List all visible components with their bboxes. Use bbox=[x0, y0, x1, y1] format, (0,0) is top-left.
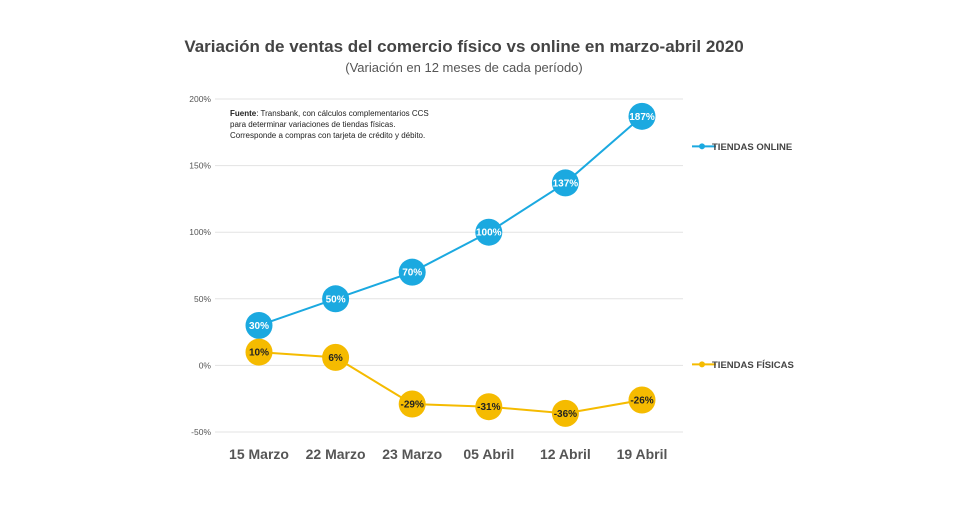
x-tick-label: 19 Abril bbox=[617, 446, 668, 462]
y-tick-label: 100% bbox=[189, 227, 211, 237]
series-line bbox=[258, 115, 643, 327]
legend-marker bbox=[699, 361, 705, 368]
y-tick-label: 200% bbox=[189, 94, 211, 104]
x-tick-label: 23 Marzo bbox=[382, 446, 442, 462]
y-tick-label: 0% bbox=[199, 360, 212, 370]
x-tick-label: 15 Marzo bbox=[229, 446, 289, 462]
x-tick-label: 05 Abril bbox=[463, 446, 514, 462]
data-point bbox=[245, 338, 273, 366]
chart-subtitle: (Variación en 12 meses de cada período) bbox=[345, 60, 583, 75]
y-tick-label: -50% bbox=[191, 427, 211, 437]
legend-label: TIENDAS FÍSICAS bbox=[712, 360, 794, 371]
series-tiendas-online: 30% 50% 70% 100% 137% 187% bbox=[245, 102, 656, 339]
data-point bbox=[475, 393, 503, 421]
legend-item: TIENDAS ONLINE bbox=[692, 142, 792, 153]
x-axis-ticks: 15 Marzo 22 Marzo 23 Marzo 05 Abril 12 Abril… bbox=[229, 446, 667, 462]
data-label: 137% bbox=[553, 178, 579, 189]
series-tiendas-fisicas: 10% 6% -29% -31% -36% -26% bbox=[245, 338, 656, 427]
x-tick-label: 22 Marzo bbox=[306, 446, 366, 462]
data-label: -36% bbox=[554, 409, 577, 420]
source-note: Fuente: Transbank, con cálculos compleme… bbox=[230, 109, 429, 140]
legend: TIENDAS ONLINE TIENDAS FÍSICAS bbox=[692, 142, 794, 371]
data-label: 70% bbox=[402, 268, 422, 279]
source-note-line-1: Fuente: Transbank, con cálculos compleme… bbox=[230, 109, 429, 118]
chart-title: Variación de ventas del comercio físico … bbox=[184, 37, 743, 56]
data-point bbox=[322, 285, 350, 313]
data-point bbox=[628, 102, 656, 130]
data-label: 100% bbox=[476, 228, 502, 239]
data-label: 187% bbox=[629, 112, 655, 123]
data-label: 30% bbox=[249, 321, 269, 332]
source-note-line-2: para determinar variaciones de tiendas f… bbox=[230, 120, 395, 129]
y-tick-label: 50% bbox=[194, 294, 211, 304]
legend-label: TIENDAS ONLINE bbox=[712, 142, 792, 153]
legend-item: TIENDAS FÍSICAS bbox=[692, 360, 794, 371]
data-label: 10% bbox=[249, 348, 269, 359]
data-point bbox=[551, 399, 579, 427]
y-axis-ticks: 200% 150% 100% 50% 0% -50% bbox=[189, 94, 211, 437]
data-label: -26% bbox=[630, 396, 653, 407]
data-point bbox=[475, 218, 503, 246]
data-label: 6% bbox=[328, 353, 343, 364]
data-label: 50% bbox=[326, 294, 346, 305]
legend-marker bbox=[699, 143, 705, 150]
data-point bbox=[322, 343, 350, 371]
data-point bbox=[398, 258, 426, 286]
source-note-bold: Fuente bbox=[230, 109, 257, 118]
y-tick-label: 150% bbox=[189, 161, 211, 171]
data-point bbox=[551, 169, 579, 197]
data-point bbox=[245, 311, 273, 339]
series-line bbox=[258, 351, 643, 415]
x-tick-label: 12 Abril bbox=[540, 446, 591, 462]
data-point bbox=[398, 390, 426, 418]
data-label: -29% bbox=[401, 400, 424, 411]
data-label: -31% bbox=[477, 402, 500, 413]
grid bbox=[215, 98, 683, 433]
source-note-line-3: Corresponde a compras con tarjeta de cré… bbox=[230, 131, 425, 140]
source-note-text: : Transbank, con cálculos complementario… bbox=[256, 109, 429, 118]
series-layer: 30% 50% 70% 100% 137% 187% 10% 6% -29% -31% -36% -2… bbox=[245, 102, 656, 427]
data-point bbox=[628, 386, 656, 414]
